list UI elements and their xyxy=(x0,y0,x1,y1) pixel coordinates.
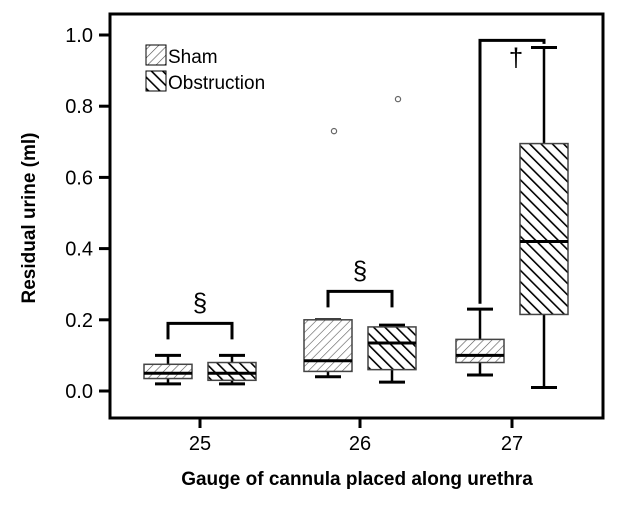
significance-symbol: § xyxy=(353,255,367,285)
x-tick-label: 25 xyxy=(189,433,211,455)
iqr-box xyxy=(143,363,193,380)
plot-frame xyxy=(108,12,605,420)
box-sham-26 xyxy=(303,127,353,379)
iqr-box xyxy=(519,142,569,316)
x-axis-title: Gauge of cannula placed along urethra xyxy=(181,469,533,490)
box-sham-27 xyxy=(455,307,505,377)
iqr-box xyxy=(207,361,257,382)
y-axis: 0.0 0.2 0.4 0.6 0.8 1.0 xyxy=(65,25,110,403)
significance-bracket-27: † xyxy=(478,38,546,304)
legend-label-sham: Sham xyxy=(168,47,218,68)
outlier-point xyxy=(394,95,402,103)
bracket-line xyxy=(478,38,546,304)
iqr-box xyxy=(303,319,353,373)
significance-annotations: § § † xyxy=(166,38,546,340)
box-sham-25 xyxy=(143,353,193,386)
box-marks xyxy=(143,45,569,389)
y-tick-label: 0.2 xyxy=(65,310,93,332)
significance-symbol: § xyxy=(193,287,207,317)
y-tick-label: 0.8 xyxy=(65,96,93,118)
legend-swatch-obstruction xyxy=(145,70,167,92)
significance-symbol: † xyxy=(509,42,523,72)
box-obstruction-26 xyxy=(367,95,417,384)
iqr-box xyxy=(455,338,505,364)
legend-swatch-sham xyxy=(145,44,167,66)
significance-bracket-25: § xyxy=(166,287,234,340)
x-axis: 25 26 27 xyxy=(189,418,523,455)
y-tick-label: 0.4 xyxy=(65,239,93,261)
y-axis-title: Residual urine (ml) xyxy=(19,132,40,303)
x-tick-label: 26 xyxy=(349,433,371,455)
y-tick-label: 0.0 xyxy=(65,381,93,403)
iqr-box xyxy=(367,326,417,371)
legend-label-obstruction: Obstruction xyxy=(168,73,265,94)
box-obstruction-27 xyxy=(519,45,569,389)
legend: Sham Obstruction xyxy=(145,44,265,94)
y-tick-label: 1.0 xyxy=(65,25,93,47)
outlier-point xyxy=(330,127,338,135)
bracket-line xyxy=(326,289,394,308)
x-tick-label: 27 xyxy=(501,433,523,455)
y-tick-label: 0.6 xyxy=(65,167,93,189)
significance-bracket-26: § xyxy=(326,255,394,308)
box-obstruction-25 xyxy=(207,353,257,386)
bracket-line xyxy=(166,321,234,340)
